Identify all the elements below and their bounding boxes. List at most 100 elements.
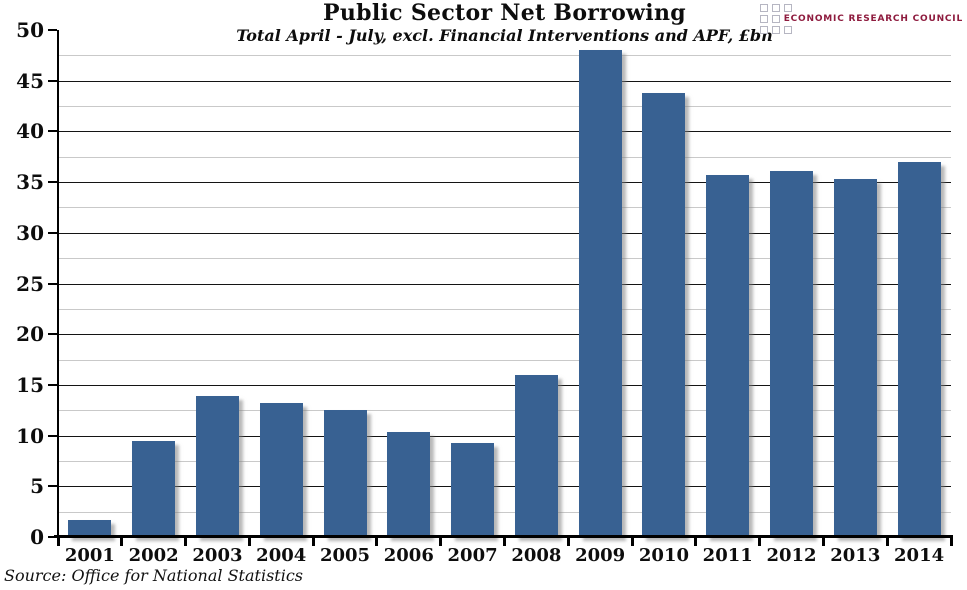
logo-text: ECONOMIC RESEARCH COUNCIL xyxy=(783,14,963,24)
x-label-2012: 2012 xyxy=(766,545,817,566)
gridline-minor-32.5 xyxy=(58,207,951,209)
x-label-2014: 2014 xyxy=(894,545,945,566)
x-label-2010: 2010 xyxy=(638,545,689,566)
y-tick-label-20: 20 xyxy=(16,322,44,347)
erc-logo: ECONOMIC RESEARCH COUNCIL xyxy=(759,4,963,34)
x-tick-10 xyxy=(694,537,698,546)
bar-2011 xyxy=(706,175,750,537)
gridline-minor-12.5 xyxy=(58,410,951,412)
x-label-2002: 2002 xyxy=(128,545,179,566)
y-tick-40 xyxy=(48,130,57,133)
y-tick-0 xyxy=(48,536,57,538)
gridline-minor-2.5 xyxy=(58,511,951,513)
x-tick-1 xyxy=(120,537,124,546)
x-tick-6 xyxy=(439,537,443,546)
x-tick-12 xyxy=(821,537,825,546)
gridline-minor-7.5 xyxy=(58,460,951,462)
x-tick-0 xyxy=(56,537,60,546)
bar-2005 xyxy=(323,410,367,537)
y-axis-line xyxy=(57,30,59,537)
y-tick-label-40: 40 xyxy=(16,119,44,144)
bar-2001 xyxy=(68,519,112,537)
bar-2012 xyxy=(770,170,814,537)
logo-square-icon xyxy=(771,15,780,23)
y-tick-15 xyxy=(48,383,57,386)
y-tick-30 xyxy=(48,231,57,234)
gridline-major-15 xyxy=(58,384,951,386)
x-tick-14 xyxy=(949,537,953,546)
y-tick-label-45: 45 xyxy=(16,68,44,93)
logo-square-icon xyxy=(783,4,792,12)
x-tick-9 xyxy=(630,537,634,546)
gridline-major-35 xyxy=(58,182,951,184)
x-label-2011: 2011 xyxy=(702,545,753,566)
y-tick-label-0: 0 xyxy=(30,525,44,549)
gridline-major-20 xyxy=(58,334,951,336)
y-tick-label-50: 50 xyxy=(16,18,44,42)
x-tick-5 xyxy=(375,537,379,546)
gridline-major-5 xyxy=(58,486,951,488)
gridline-minor-47.5 xyxy=(58,55,951,57)
logo-square-icon xyxy=(771,4,780,12)
gridline-major-10 xyxy=(58,435,951,437)
x-axis-line xyxy=(54,535,953,538)
logo-row-top xyxy=(759,4,963,12)
logo-square-icon xyxy=(783,26,792,34)
y-tick-label-15: 15 xyxy=(16,372,44,397)
x-tick-13 xyxy=(885,537,889,546)
source-note: Source: Office for National Statistics xyxy=(4,566,303,585)
bar-2013 xyxy=(833,179,877,537)
x-tick-3 xyxy=(247,537,251,546)
logo-row-middle: ECONOMIC RESEARCH COUNCIL xyxy=(759,14,963,24)
x-label-2013: 2013 xyxy=(830,545,881,566)
bar-2009 xyxy=(578,50,622,537)
x-label-2009: 2009 xyxy=(575,545,626,566)
y-tick-label-25: 25 xyxy=(16,271,44,296)
gridline-major-30 xyxy=(58,232,951,234)
bar-2010 xyxy=(642,92,686,537)
x-tick-11 xyxy=(758,537,762,546)
logo-row-bottom xyxy=(759,26,963,34)
bar-2002 xyxy=(132,440,176,537)
y-tick-25 xyxy=(48,282,57,285)
x-tick-2 xyxy=(184,537,188,546)
gridline-minor-42.5 xyxy=(58,106,951,108)
y-tick-50 xyxy=(48,29,57,31)
y-tick-label-5: 5 xyxy=(30,474,44,499)
x-label-2008: 2008 xyxy=(511,545,562,566)
bar-2014 xyxy=(897,161,941,537)
x-label-2007: 2007 xyxy=(447,545,498,566)
x-tick-4 xyxy=(311,537,315,546)
gridline-major-25 xyxy=(58,283,951,285)
gridline-major-40 xyxy=(58,131,951,133)
y-tick-20 xyxy=(48,333,57,336)
x-label-2006: 2006 xyxy=(383,545,434,566)
logo-square-icon xyxy=(759,26,768,34)
logo-square-icon xyxy=(759,15,768,23)
gridline-major-45 xyxy=(58,80,951,82)
y-tick-label-10: 10 xyxy=(16,423,44,448)
logo-square-icon xyxy=(771,26,780,34)
logo-square-icon xyxy=(759,4,768,12)
y-tick-45 xyxy=(48,79,57,82)
x-label-2004: 2004 xyxy=(256,545,307,566)
x-label-2001: 2001 xyxy=(64,545,115,566)
y-tick-10 xyxy=(48,434,57,437)
bar-2006 xyxy=(387,431,431,537)
bar-2008 xyxy=(514,374,558,537)
gridline-minor-17.5 xyxy=(58,359,951,361)
bar-2007 xyxy=(451,442,495,537)
bar-2003 xyxy=(195,396,239,537)
gridline-minor-22.5 xyxy=(58,308,951,310)
bar-2004 xyxy=(259,403,303,537)
y-tick-35 xyxy=(48,181,57,184)
x-tick-8 xyxy=(566,537,570,546)
gridline-minor-27.5 xyxy=(58,258,951,260)
x-label-2003: 2003 xyxy=(192,545,243,566)
x-label-2005: 2005 xyxy=(319,545,371,566)
y-tick-label-30: 30 xyxy=(16,220,44,245)
x-tick-7 xyxy=(503,537,506,546)
y-tick-label-35: 35 xyxy=(16,170,44,195)
